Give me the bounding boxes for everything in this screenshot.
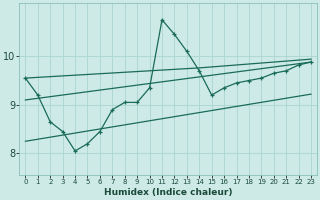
X-axis label: Humidex (Indice chaleur): Humidex (Indice chaleur) bbox=[104, 188, 232, 197]
